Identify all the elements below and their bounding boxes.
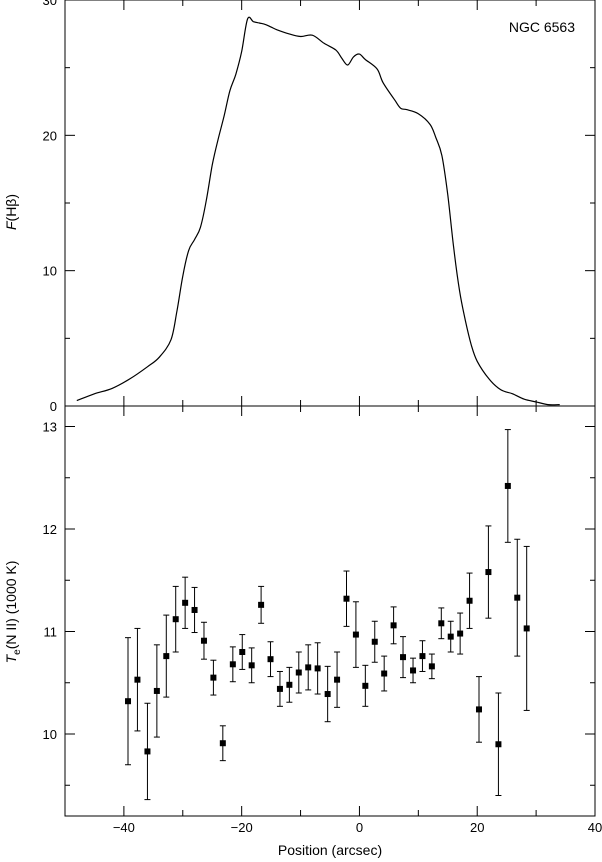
te-point	[514, 594, 521, 601]
x-axis-label: Position (arcsec)	[278, 842, 382, 858]
te-point	[134, 676, 141, 683]
bottom-panel: −40 −20 0 20 40 10 11 12 13 Te(N II) (1000 K)	[3, 405, 602, 835]
te-point	[144, 748, 151, 755]
te-point	[210, 674, 217, 681]
te-point	[276, 685, 283, 692]
top-y-axis-label: F(Hβ)	[3, 194, 19, 230]
te-point	[239, 649, 246, 655]
te-point	[523, 625, 530, 632]
top-y-tick-label: 30	[43, 0, 57, 8]
bottom-ticks: −40 −20 0 20 40 10 11 12 13	[43, 406, 602, 835]
te-point	[428, 663, 435, 670]
te-point	[305, 664, 312, 671]
top-panel: 0 10 20 30 NGC 6563 F(Hβ)	[3, 0, 596, 414]
te-point	[438, 620, 445, 627]
te-point	[248, 662, 255, 669]
te-point	[314, 665, 321, 672]
top-y-tick-label: 20	[43, 128, 57, 143]
object-label: NGC 6563	[509, 19, 575, 35]
te-point	[182, 599, 189, 606]
te-point	[419, 653, 426, 660]
te-points	[125, 429, 530, 801]
te-point	[286, 681, 293, 688]
bottom-y-tick-label: 12	[43, 522, 57, 537]
bottom-y-tick-label: 13	[43, 420, 57, 435]
te-point	[200, 637, 207, 644]
te-point	[295, 669, 302, 676]
te-point	[334, 676, 341, 683]
te-point	[258, 601, 265, 608]
te-point	[381, 670, 388, 677]
x-tick-label: 20	[470, 820, 484, 835]
hbeta-profile-line	[76, 16, 560, 406]
te-point	[343, 595, 350, 602]
x-tick-label: 0	[356, 820, 363, 835]
te-point	[352, 631, 359, 638]
x-tick-label: −40	[113, 820, 135, 835]
te-point	[466, 597, 473, 604]
x-tick-label: 40	[588, 820, 602, 835]
bottom-panel-frame	[64, 405, 596, 817]
te-point	[475, 706, 482, 713]
te-point	[447, 633, 454, 640]
top-y-tick-label: 10	[43, 264, 57, 279]
te-point	[390, 622, 397, 629]
top-panel-frame	[64, 0, 596, 407]
bottom-y-axis-label: Te(N II) (1000 K)	[3, 561, 23, 664]
te-point	[125, 698, 132, 705]
te-point	[153, 687, 160, 694]
te-point	[410, 667, 417, 674]
te-point	[495, 741, 502, 748]
te-point	[371, 638, 378, 645]
te-point	[172, 616, 179, 623]
te-point	[324, 691, 331, 698]
x-tick-label: −20	[231, 820, 253, 835]
top-y-tick-label: 0	[50, 399, 57, 414]
te-point	[267, 656, 274, 663]
bottom-y-tick-label: 10	[43, 727, 57, 742]
te-point	[504, 482, 511, 489]
te-point	[229, 661, 236, 668]
te-point	[485, 569, 492, 576]
bottom-y-tick-label: 11	[44, 625, 58, 640]
te-point	[163, 653, 170, 660]
te-point	[219, 740, 226, 747]
te-point	[400, 654, 407, 661]
te-point	[457, 630, 464, 637]
te-point	[362, 682, 369, 689]
top-ticks: 0 10 20 30	[43, 0, 596, 414]
te-point	[191, 606, 198, 613]
